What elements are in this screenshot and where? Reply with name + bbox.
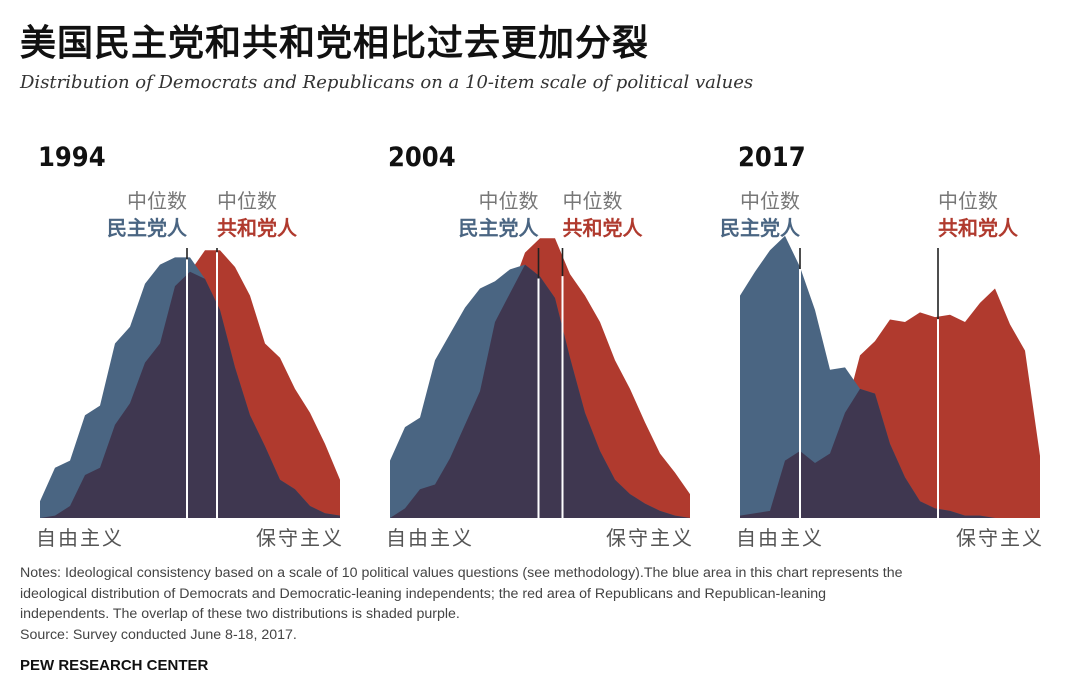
axis-right-label-2017: 保守主义: [956, 526, 1044, 550]
republican-median-caption-2004: 中位数: [563, 189, 623, 213]
democrat-median-caption-2017: 中位数: [740, 189, 800, 213]
panel-title-2004: 2004: [388, 142, 456, 173]
republican-median-caption-2017: 中位数: [938, 189, 998, 213]
overlap-area-2017: [740, 388, 1040, 518]
axis-right-label-2004: 保守主义: [606, 526, 694, 550]
notes-line-3: independents. The overlap of these two d…: [20, 606, 460, 622]
notes-source: Source: Survey conducted June 8-18, 2017…: [20, 626, 297, 643]
republican-median-label-1994: 共和党人: [217, 216, 298, 240]
axis-right-label-1994: 保守主义: [256, 526, 344, 550]
overlap-area-2004: [390, 264, 690, 518]
axis-left-label-1994: 自由主义: [36, 526, 124, 550]
democrat-area-2017: [740, 235, 1040, 518]
notes: Notes: Ideological consistency based on …: [20, 563, 1060, 645]
democrat-median-label-1994: 民主党人: [107, 216, 188, 240]
notes-line-2: ideological distribution of Democrats an…: [20, 585, 827, 602]
democrat-median-label-2004: 民主党人: [459, 216, 540, 240]
notes-line-1: Notes: Ideological consistency based on …: [20, 565, 903, 581]
republican-median-label-2017: 共和党人: [938, 216, 1019, 240]
democrat-median-caption-1994: 中位数: [127, 189, 187, 213]
democrat-median-caption-2004: 中位数: [479, 189, 539, 213]
chart-title: 美国民主党和共和党相比过去更加分裂: [20, 23, 650, 64]
overlap-area-1994: [40, 271, 340, 518]
republican-median-label-2004: 共和党人: [563, 216, 644, 240]
democrat-median-label-2017: 民主党人: [720, 216, 801, 240]
republican-area-2017: [740, 288, 1040, 518]
brand-footer: PEW RESEARCH CENTER: [20, 657, 209, 674]
panel-title-2017: 2017: [738, 142, 806, 173]
republican-median-caption-1994: 中位数: [217, 189, 277, 213]
axis-left-label-2004: 自由主义: [386, 526, 474, 550]
axis-left-label-2017: 自由主义: [736, 526, 824, 550]
chart-subtitle: Distribution of Democrats and Republican…: [20, 72, 754, 93]
panel-title-1994: 1994: [38, 142, 106, 173]
